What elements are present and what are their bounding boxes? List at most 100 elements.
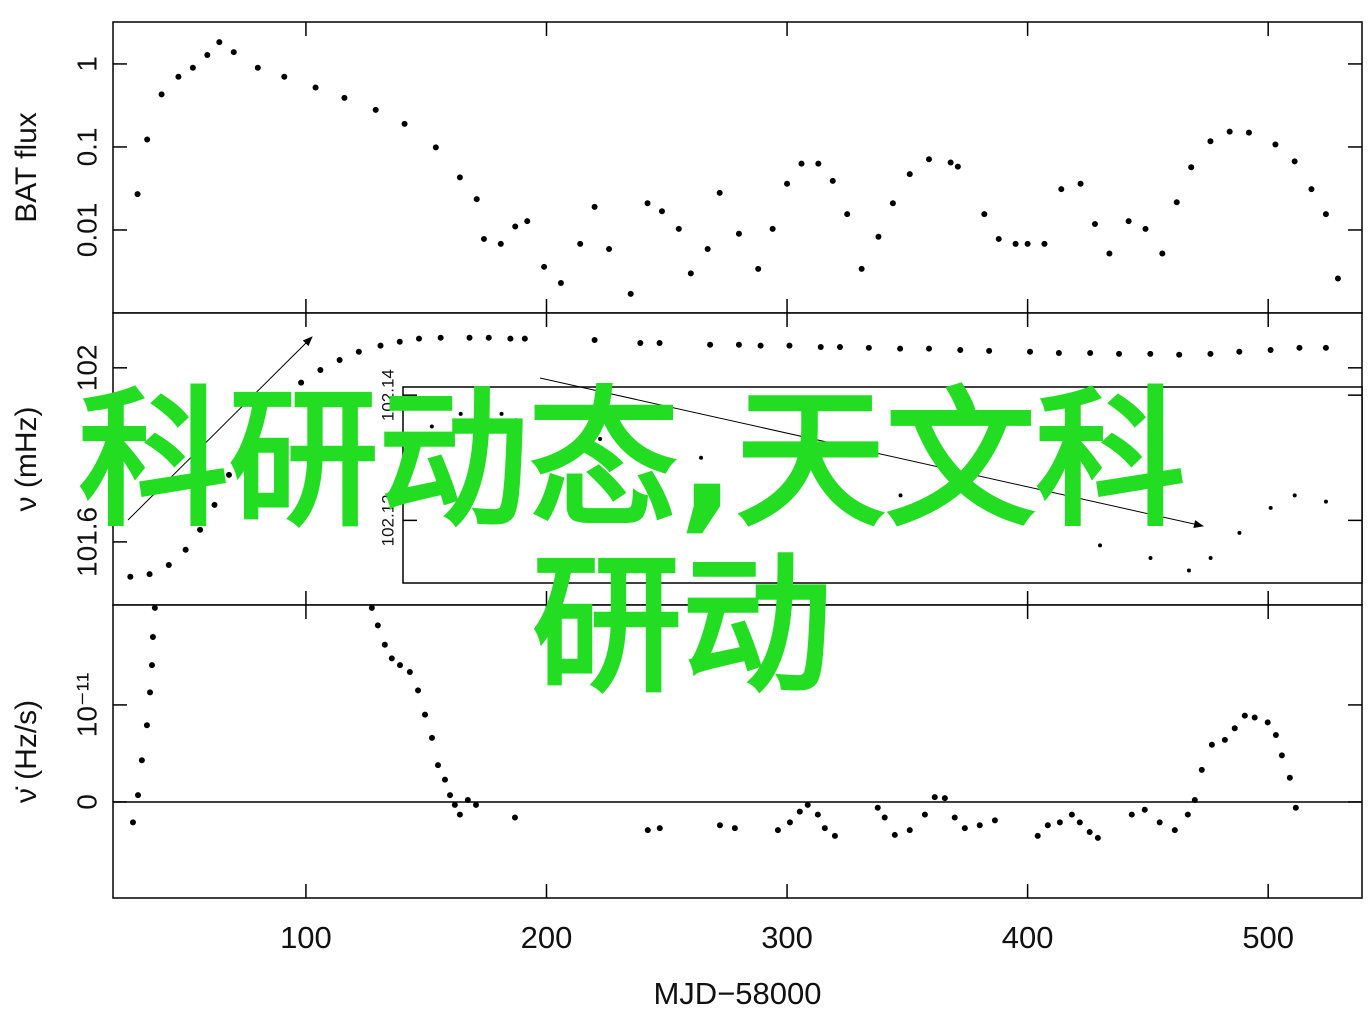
data-point (991, 817, 998, 824)
data-point (774, 827, 781, 834)
data-point (230, 49, 237, 56)
data-point (755, 265, 762, 272)
data-point (957, 346, 964, 353)
data-point (336, 356, 343, 363)
data-point (499, 411, 504, 416)
data-point (1034, 832, 1041, 839)
data-point (149, 634, 156, 641)
panel-frame (112, 21, 1363, 314)
overlay-text: 研动 (532, 540, 832, 714)
data-point (473, 801, 480, 808)
data-point (898, 493, 903, 498)
y-axis-label: ν̇ (Hz/s) (10, 700, 43, 803)
data-point (415, 687, 422, 694)
data-point (165, 561, 172, 568)
data-point (396, 338, 403, 345)
data-point (656, 825, 663, 832)
data-point (844, 211, 851, 218)
data-point (1188, 164, 1195, 171)
y-axis-label: ν (mHz) (10, 407, 43, 512)
data-point (1322, 344, 1329, 351)
data-point (731, 825, 738, 832)
data-point (485, 334, 492, 341)
data-point (127, 573, 134, 580)
data-point (786, 342, 793, 349)
data-point (814, 811, 821, 818)
data-point (1237, 530, 1242, 535)
data-point (804, 801, 811, 808)
data-point (432, 144, 439, 151)
data-point (1041, 240, 1048, 247)
data-point (401, 120, 408, 127)
data-point (1171, 827, 1178, 834)
data-point (1098, 543, 1103, 548)
y-tick-label: 0.1 (71, 127, 102, 166)
data-point (1291, 158, 1298, 165)
data-point (1173, 199, 1180, 206)
data-point (858, 265, 865, 272)
data-point (1286, 774, 1293, 781)
data-point (836, 343, 843, 350)
y-tick-label: 102.12 (378, 494, 397, 546)
data-point (151, 604, 158, 611)
data-point (1226, 128, 1233, 135)
data-point (456, 174, 463, 181)
data-point (704, 246, 711, 253)
data-point (821, 825, 828, 832)
data-point (524, 218, 531, 225)
data-point (947, 159, 954, 166)
data-point (931, 794, 938, 801)
data-point (254, 64, 261, 71)
data-point (1156, 819, 1163, 826)
data-point (1267, 346, 1274, 353)
data-point (396, 662, 403, 669)
data-point (466, 334, 473, 341)
data-point (951, 814, 958, 821)
data-point (134, 191, 141, 198)
data-point (403, 449, 408, 454)
data-point (1044, 822, 1051, 829)
data-point (735, 341, 742, 348)
data-point (627, 290, 634, 297)
data-point (1236, 348, 1243, 355)
data-point (1186, 568, 1191, 573)
data-point (1292, 493, 1297, 498)
x-tick-label: 200 (521, 920, 573, 955)
data-point (146, 571, 153, 578)
x-tick-label: 300 (761, 920, 813, 955)
data-point (1296, 344, 1303, 351)
data-point (981, 211, 988, 218)
y-tick-label: 1 (71, 56, 102, 72)
data-point (298, 379, 305, 386)
data-point (735, 230, 742, 237)
data-point (437, 334, 444, 341)
data-point (148, 662, 155, 669)
data-point (1086, 829, 1093, 836)
data-point (1198, 766, 1205, 773)
data-point (1292, 804, 1299, 811)
data-point (1207, 350, 1214, 357)
data-point (281, 73, 288, 80)
data-point (1142, 225, 1149, 232)
data-point (388, 655, 395, 662)
data-point (921, 811, 928, 818)
data-point (1207, 138, 1214, 145)
data-point (257, 421, 264, 428)
data-point (606, 246, 613, 253)
data-point (658, 208, 665, 215)
data-point (1323, 499, 1328, 504)
data-point (1077, 180, 1084, 187)
data-point (897, 345, 904, 352)
data-point (197, 526, 204, 533)
data-point (577, 240, 584, 247)
data-point (1208, 555, 1213, 560)
data-point (242, 444, 249, 451)
data-point (797, 474, 802, 479)
data-point (716, 822, 723, 829)
data-point (906, 171, 913, 178)
data-point (129, 819, 136, 826)
data-point (796, 808, 803, 815)
data-point (381, 641, 388, 648)
data-point (1322, 211, 1329, 218)
data-point (1272, 141, 1279, 148)
